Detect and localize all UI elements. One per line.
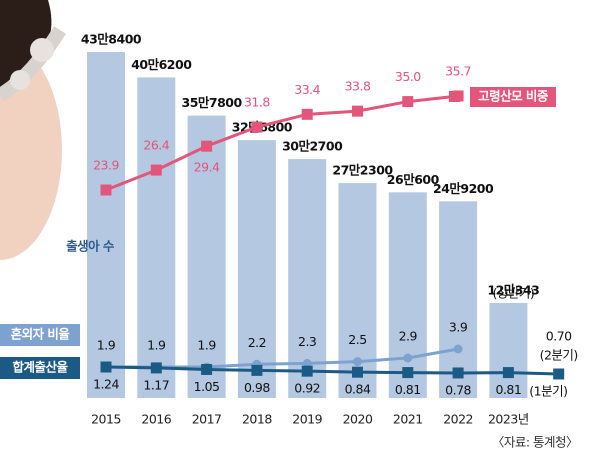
bar-value-label: 35만7800 <box>182 95 243 110</box>
value-label: 29.4 <box>194 160 220 175</box>
marker <box>403 353 413 363</box>
value-label: 33.4 <box>294 82 320 97</box>
marker <box>452 367 464 379</box>
legend-box <box>0 324 80 346</box>
source: 〈자료: 통계청〉 <box>492 435 578 450</box>
value-label: 0.92 <box>294 381 320 396</box>
bar <box>237 140 276 398</box>
bar-value-label: 30만2700 <box>282 139 343 154</box>
marker <box>553 368 565 380</box>
bar <box>489 303 528 398</box>
x-tick-label: 2018 <box>242 412 272 427</box>
bar-value-label: 27만2300 <box>332 163 393 178</box>
x-tick-label: 2023년 <box>488 412 529 427</box>
marker <box>150 362 162 374</box>
bar <box>288 159 327 398</box>
x-tick-label: 2016 <box>141 412 171 427</box>
legend-label: 합계출산율 <box>12 360 68 375</box>
marker <box>453 344 463 354</box>
value-label: 35.0 <box>395 69 421 84</box>
marker <box>150 164 162 176</box>
face <box>0 40 62 260</box>
value-label: 0.78 <box>445 382 471 397</box>
value-label: 0.84 <box>345 382 371 397</box>
bar-value-label: 24만9200 <box>433 181 494 196</box>
marker <box>402 96 414 108</box>
bar-value-label: 40만6200 <box>131 57 192 72</box>
value-label: 1.9 <box>147 338 166 353</box>
line <box>105 94 459 192</box>
x-tick-label: 2022 <box>443 412 473 427</box>
value-label: 0.70 <box>546 329 572 344</box>
bar <box>439 201 478 398</box>
x-tick-label: 2017 <box>192 412 222 427</box>
value-label: 2.5 <box>348 332 366 347</box>
value-label: 26.4 <box>143 138 169 153</box>
value-label: 0.81 <box>395 382 421 397</box>
series-label: 출생아 수 <box>66 239 115 254</box>
x-tick-label: 2020 <box>343 412 373 427</box>
photo <box>0 0 66 260</box>
value-label: 2.3 <box>298 334 316 349</box>
headband <box>0 26 66 102</box>
bar <box>137 77 176 398</box>
value-label: 1.9 <box>197 338 216 353</box>
bar <box>187 115 226 398</box>
marker <box>100 184 112 196</box>
value-label: 35.7 <box>445 64 471 79</box>
value-label: 1.05 <box>194 379 220 394</box>
marker <box>402 367 414 379</box>
value-label: 2.2 <box>248 335 266 350</box>
value-label: 33.8 <box>345 79 371 94</box>
bar-value-label: 43만8400 <box>81 32 142 47</box>
legend-box <box>470 87 556 107</box>
marker <box>352 366 363 378</box>
value-label: 1.17 <box>143 377 169 392</box>
x-tick-label: 2021 <box>393 412 423 427</box>
annotation: (1분기) <box>529 384 567 399</box>
marker <box>251 364 263 376</box>
value-label: 0.81 <box>495 382 521 397</box>
marker <box>301 365 313 377</box>
marker <box>201 140 213 152</box>
marker <box>353 357 362 367</box>
value-label: 31.8 <box>244 95 270 110</box>
legend-label: 혼외자 비율 <box>11 327 71 342</box>
legend-marker <box>449 91 460 102</box>
value-label: 2.9 <box>399 329 418 344</box>
bar-value-label: 12만343 <box>487 283 539 298</box>
marker <box>201 363 213 375</box>
value-label: 3.9 <box>449 320 468 335</box>
x-tick-label: 2015 <box>91 412 121 427</box>
value-label: 1.9 <box>97 338 116 353</box>
flower <box>10 70 30 90</box>
hair <box>0 0 52 89</box>
marker <box>251 121 263 133</box>
bar-value-label: 26만600 <box>387 172 440 187</box>
marker <box>301 108 313 120</box>
annotation: (상반기) <box>493 286 535 301</box>
bar <box>87 52 125 398</box>
legend-box <box>0 357 80 379</box>
marker <box>100 361 112 373</box>
line <box>105 365 559 376</box>
legend-label: 고령산모 비중 <box>478 89 549 104</box>
value-label: 0.98 <box>244 380 270 395</box>
bar <box>388 192 427 398</box>
flower <box>30 38 54 62</box>
marker <box>502 367 514 379</box>
marker <box>352 105 363 117</box>
value-label: 23.9 <box>93 158 119 173</box>
value-label: 1.24 <box>93 377 119 392</box>
x-tick-label: 2019 <box>292 412 322 427</box>
annotation: (2분기) <box>540 348 578 363</box>
